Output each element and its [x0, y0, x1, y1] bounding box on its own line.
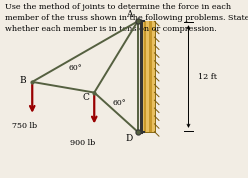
- Text: B: B: [19, 77, 26, 85]
- Text: 12 ft: 12 ft: [198, 73, 217, 80]
- Bar: [149, 21, 152, 132]
- Text: whether each member is in tension or compression.: whether each member is in tension or com…: [5, 25, 217, 33]
- Bar: [152, 21, 155, 132]
- Text: D: D: [125, 134, 133, 143]
- Bar: [141, 21, 144, 132]
- Text: C: C: [82, 93, 89, 103]
- Text: 900 lb: 900 lb: [70, 139, 96, 147]
- Text: Use the method of joints to determine the force in each: Use the method of joints to determine th…: [5, 3, 231, 11]
- Bar: [141, 21, 155, 132]
- Text: 60°: 60°: [113, 99, 126, 107]
- Text: 60°: 60°: [68, 64, 82, 72]
- Text: A: A: [126, 10, 132, 19]
- Text: member of the truss shown in the following problems. State: member of the truss shown in the followi…: [5, 14, 248, 22]
- Bar: [144, 21, 146, 132]
- Bar: [146, 21, 149, 132]
- Text: 750 lb: 750 lb: [12, 122, 37, 130]
